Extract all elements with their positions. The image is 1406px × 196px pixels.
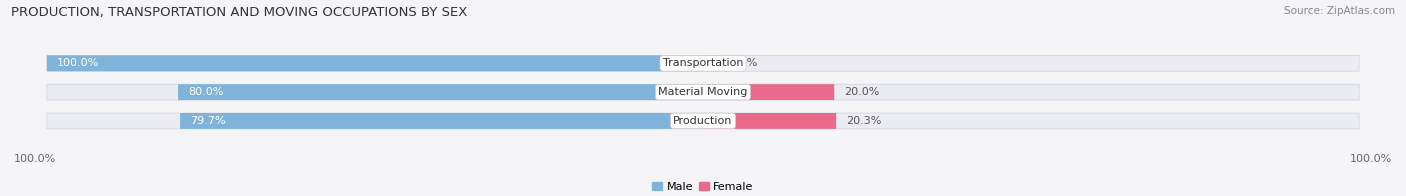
FancyBboxPatch shape xyxy=(179,84,703,100)
Text: 79.7%: 79.7% xyxy=(190,116,225,126)
FancyBboxPatch shape xyxy=(703,113,837,129)
Legend: Male, Female: Male, Female xyxy=(648,177,758,196)
Text: 20.0%: 20.0% xyxy=(844,87,879,97)
Text: 0.0%: 0.0% xyxy=(730,58,758,68)
FancyBboxPatch shape xyxy=(46,84,1360,100)
FancyBboxPatch shape xyxy=(46,55,703,71)
Text: 100.0%: 100.0% xyxy=(1350,154,1392,164)
FancyBboxPatch shape xyxy=(46,55,1360,71)
Text: Production: Production xyxy=(673,116,733,126)
FancyBboxPatch shape xyxy=(46,113,1360,129)
Text: Material Moving: Material Moving xyxy=(658,87,748,97)
Text: PRODUCTION, TRANSPORTATION AND MOVING OCCUPATIONS BY SEX: PRODUCTION, TRANSPORTATION AND MOVING OC… xyxy=(11,6,468,19)
Text: 100.0%: 100.0% xyxy=(14,154,56,164)
FancyBboxPatch shape xyxy=(703,55,720,71)
Text: Transportation: Transportation xyxy=(662,58,744,68)
FancyBboxPatch shape xyxy=(703,84,834,100)
Text: Source: ZipAtlas.com: Source: ZipAtlas.com xyxy=(1284,6,1395,16)
FancyBboxPatch shape xyxy=(180,113,703,129)
Text: 80.0%: 80.0% xyxy=(188,87,224,97)
Text: 100.0%: 100.0% xyxy=(56,58,98,68)
Text: 20.3%: 20.3% xyxy=(846,116,882,126)
